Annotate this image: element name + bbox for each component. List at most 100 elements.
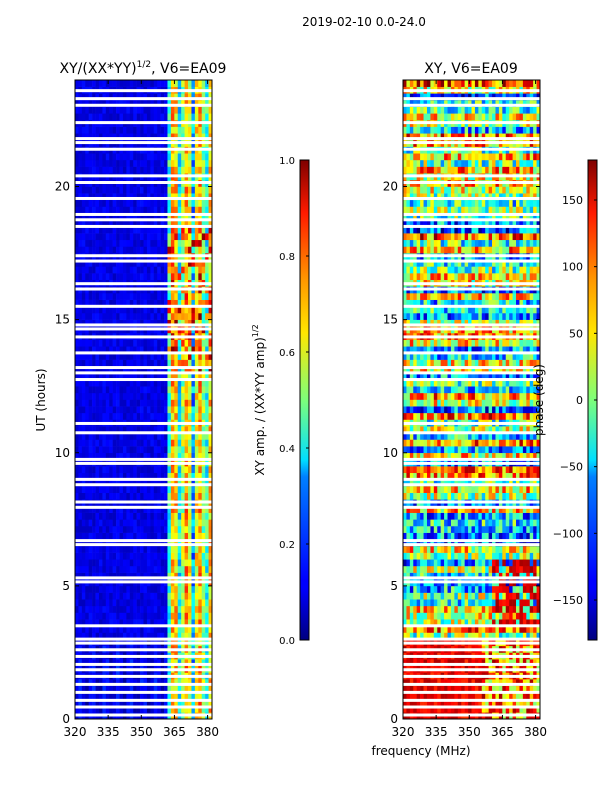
flagged-row	[75, 137, 212, 141]
heatmap-cell	[112, 599, 117, 607]
heatmap-cell	[440, 612, 445, 620]
flagged-row	[75, 351, 212, 355]
heatmap-cell	[81, 199, 86, 207]
heatmap-cell	[188, 532, 192, 540]
heatmap-cell	[519, 619, 524, 627]
heatmap-cell	[88, 392, 93, 400]
heatmap-cell	[133, 452, 137, 460]
heatmap-cell	[174, 153, 179, 161]
heatmap-cell	[98, 352, 103, 360]
heatmap-cell	[81, 572, 86, 580]
heatmap-cell	[136, 306, 141, 314]
heatmap-cell	[198, 206, 203, 214]
heatmap-cell	[191, 492, 196, 500]
heatmap-cell	[184, 446, 189, 454]
heatmap-cell	[136, 193, 141, 201]
heatmap-cell	[177, 226, 182, 234]
heatmap-cell	[129, 213, 134, 221]
heatmap-cell	[109, 659, 113, 667]
heatmap-cell	[150, 565, 155, 573]
heatmap-cell	[140, 559, 144, 567]
heatmap-cell	[423, 559, 428, 567]
heatmap-cell	[109, 565, 113, 573]
heatmap-cell	[167, 466, 172, 474]
heatmap-cell	[423, 545, 428, 553]
heatmap-cell	[177, 565, 182, 573]
heatmap-cell	[88, 226, 93, 234]
heatmap-cell	[112, 226, 117, 234]
heatmap-cell	[129, 193, 134, 201]
heatmap-cell	[167, 193, 172, 201]
heatmap-cell	[153, 699, 158, 706]
heatmap-cell	[194, 432, 199, 440]
heatmap-cell	[450, 545, 455, 553]
heatmap-cell	[447, 705, 452, 713]
heatmap-cell	[157, 372, 161, 380]
heatmap-cell	[533, 632, 537, 640]
heatmap-cell	[81, 379, 86, 387]
heatmap-cell	[75, 532, 79, 540]
heatmap-cell	[136, 699, 141, 706]
heatmap-cell	[194, 99, 199, 107]
heatmap-cell	[133, 486, 137, 493]
heatmap-cell	[471, 619, 476, 627]
heatmap-cell	[122, 659, 127, 667]
heatmap-cell	[116, 339, 120, 347]
heatmap-cell	[105, 439, 110, 447]
heatmap-cell	[112, 346, 117, 354]
heatmap-cell	[126, 486, 131, 493]
heatmap-cell	[129, 612, 134, 620]
heatmap-cell	[146, 259, 151, 267]
heatmap-cell	[191, 506, 196, 513]
heatmap-cell	[191, 632, 196, 640]
heatmap-cell	[194, 386, 199, 394]
heatmap-cell	[102, 153, 107, 161]
heatmap-cell	[116, 679, 120, 687]
heatmap-cell	[78, 126, 83, 134]
heatmap-cell	[201, 193, 206, 201]
heatmap-cell	[181, 472, 185, 480]
heatmap-cell	[75, 226, 79, 234]
heatmap-cell	[116, 559, 120, 567]
heatmap-cell	[450, 559, 455, 567]
heatmap-cell	[133, 93, 137, 101]
heatmap-cell	[184, 532, 189, 540]
heatmap-cell	[488, 545, 493, 553]
heatmap-cell	[146, 226, 151, 234]
heatmap-cell	[105, 605, 110, 613]
heatmap-cell	[85, 233, 89, 241]
heatmap-cell	[102, 166, 107, 174]
heatmap-cell	[140, 206, 144, 214]
heatmap-cell	[177, 532, 182, 540]
heatmap-cell	[420, 605, 424, 613]
heatmap-cell	[430, 565, 435, 573]
heatmap-cell	[85, 366, 89, 374]
heatmap-cell	[119, 439, 124, 447]
heatmap-cell	[146, 186, 151, 194]
heatmap-cell	[98, 565, 103, 573]
heatmap-cell	[146, 439, 151, 447]
heatmap-cell	[157, 432, 161, 440]
heatmap-cell	[516, 565, 520, 573]
heatmap-cell	[109, 126, 113, 134]
heatmap-cell	[126, 366, 131, 374]
heatmap-cell	[133, 266, 137, 274]
heatmap-cell	[122, 539, 127, 547]
heatmap-cell	[191, 293, 196, 300]
heatmap-cell	[181, 159, 185, 167]
heatmap-cell	[116, 605, 120, 613]
heatmap-cell	[447, 559, 452, 567]
heatmap-cell	[136, 266, 141, 274]
heatmap-cell	[170, 186, 175, 194]
heatmap-cell	[454, 572, 459, 580]
heatmap-cell	[146, 266, 151, 274]
heatmap-cell	[78, 439, 83, 447]
heatmap-cell	[430, 559, 435, 567]
heatmap-cell	[181, 293, 185, 300]
heatmap-cell	[105, 246, 110, 254]
heatmap-cell	[208, 432, 213, 440]
heatmap-cell	[160, 379, 165, 387]
heatmap-cell	[430, 685, 435, 693]
heatmap-cell	[205, 239, 209, 247]
heatmap-cell	[157, 233, 161, 241]
